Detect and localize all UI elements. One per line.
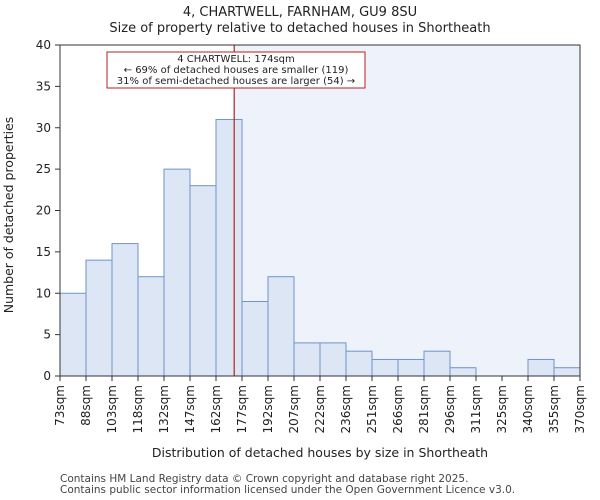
- footer-line-1: Contains HM Land Registry data © Crown c…: [60, 473, 469, 485]
- chart-subtitle: Size of property relative to detached ho…: [109, 21, 490, 36]
- x-tick-label: 236sqm: [339, 385, 353, 433]
- y-tick-label: 40: [36, 38, 51, 52]
- bar-251sqm: [371, 358, 399, 377]
- y-axis-label: Number of detached properties: [1, 117, 16, 314]
- annotation-box: 4 CHARTWELL: 174sqm ← 69% of detached ho…: [106, 51, 366, 89]
- x-tick-label: 222sqm: [313, 385, 327, 433]
- bar-266sqm: [397, 358, 425, 377]
- plot-frame: [59, 44, 581, 377]
- x-tick-label: 88sqm: [79, 385, 93, 426]
- bar-207sqm: [293, 342, 321, 377]
- annotation-line-3: 31% of semi-detached houses are larger (…: [117, 76, 355, 87]
- bar-177sqm: [241, 301, 269, 377]
- x-tick-label: 192sqm: [261, 385, 275, 433]
- y-tick-label: 25: [36, 162, 51, 176]
- y-tick-label: 35: [36, 79, 51, 93]
- bar-147sqm: [189, 185, 217, 377]
- x-tick-label: 118sqm: [131, 385, 145, 433]
- y-axis-ticks: 0 5 10 15 20 25 30 35 40: [36, 38, 60, 383]
- bar-281sqm: [423, 350, 451, 377]
- x-tick-label: 296sqm: [443, 385, 457, 433]
- bar-222sqm: [319, 342, 347, 377]
- annotation-line-1: 4 CHARTWELL: 174sqm: [177, 54, 295, 65]
- x-tick-label: 325sqm: [495, 385, 509, 433]
- x-tick-label: 73sqm: [53, 385, 67, 426]
- x-tick-label: 177sqm: [235, 385, 249, 433]
- y-tick-label: 30: [36, 121, 51, 135]
- y-tick-label: 5: [43, 328, 51, 342]
- annotation-line-2: ← 69% of detached houses are smaller (11…: [124, 65, 349, 76]
- bar-118sqm: [137, 276, 165, 377]
- x-tick-label: 251sqm: [365, 385, 379, 433]
- x-tick-label: 355sqm: [547, 385, 561, 433]
- x-tick-label: 311sqm: [469, 385, 483, 433]
- x-tick-label: 281sqm: [417, 385, 431, 433]
- bars-group: [59, 118, 581, 377]
- x-tick-label: 266sqm: [391, 385, 405, 433]
- bar-132sqm: [163, 168, 191, 377]
- bar-296sqm: [449, 367, 477, 377]
- y-tick-label: 20: [36, 204, 51, 218]
- y-tick-label: 10: [36, 286, 51, 300]
- bar-236sqm: [345, 350, 373, 377]
- bar-162sqm: [215, 118, 243, 377]
- x-axis-ticks: 73sqm 88sqm 103sqm 118sqm 132sqm 147sqm 162sqm…: [53, 376, 587, 433]
- x-tick-label: 340sqm: [521, 385, 535, 433]
- chart-title: 4, CHARTWELL, FARNHAM, GU9 8SU: [183, 5, 417, 20]
- bar-73sqm: [59, 292, 87, 377]
- x-axis-label: Distribution of detached houses by size …: [152, 445, 488, 460]
- histogram-chart: 4, CHARTWELL, FARNHAM, GU9 8SU Size of p…: [1, 5, 587, 460]
- x-tick-label: 132sqm: [157, 385, 171, 433]
- footer-line-2: Contains public sector information licen…: [60, 484, 516, 496]
- bar-340sqm: [527, 358, 555, 377]
- x-tick-label: 162sqm: [209, 385, 223, 433]
- x-tick-label: 103sqm: [105, 385, 119, 433]
- y-tick-label: 0: [43, 369, 51, 383]
- bar-88sqm: [85, 259, 113, 377]
- bar-103sqm: [111, 243, 139, 377]
- bar-192sqm: [267, 276, 295, 377]
- x-tick-label: 207sqm: [287, 385, 301, 433]
- bar-355sqm: [553, 367, 581, 377]
- x-tick-label: 370sqm: [573, 385, 587, 433]
- y-tick-label: 15: [36, 245, 51, 259]
- x-tick-label: 147sqm: [183, 385, 197, 433]
